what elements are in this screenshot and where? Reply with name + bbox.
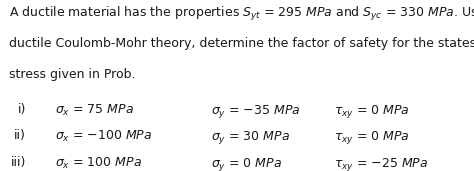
Text: stress given in Prob.: stress given in Prob.: [9, 68, 135, 81]
Text: $\tau_{xy}$ = 0 $MPa$: $\tau_{xy}$ = 0 $MPa$: [334, 129, 410, 146]
Text: ii): ii): [14, 129, 26, 142]
Text: $\sigma_x$ = 75 $MPa$: $\sigma_x$ = 75 $MPa$: [55, 103, 133, 118]
Text: $\sigma_x$ = 100 $MPa$: $\sigma_x$ = 100 $MPa$: [55, 156, 141, 171]
Text: i): i): [18, 103, 26, 116]
Text: $\sigma_y$ = 30 $MPa$: $\sigma_y$ = 30 $MPa$: [211, 129, 290, 146]
Text: $\sigma_y$ = 0 $MPa$: $\sigma_y$ = 0 $MPa$: [211, 156, 282, 171]
Text: A ductile material has the properties $S_{yt}$ = 295 $MPa$ and $S_{yc}$ = 330 $M: A ductile material has the properties $S…: [9, 5, 474, 23]
Text: ductile Coulomb-Mohr theory, determine the factor of safety for the states of pl: ductile Coulomb-Mohr theory, determine t…: [9, 37, 474, 50]
Text: $\sigma_y$ = −35 $MPa$: $\sigma_y$ = −35 $MPa$: [211, 103, 301, 120]
Text: iii): iii): [11, 156, 26, 169]
Text: $\tau_{xy}$ = −25 $MPa$: $\tau_{xy}$ = −25 $MPa$: [334, 156, 428, 171]
Text: $\sigma_x$ = −100 $MPa$: $\sigma_x$ = −100 $MPa$: [55, 129, 152, 144]
Text: $\tau_{xy}$ = 0 $MPa$: $\tau_{xy}$ = 0 $MPa$: [334, 103, 410, 120]
